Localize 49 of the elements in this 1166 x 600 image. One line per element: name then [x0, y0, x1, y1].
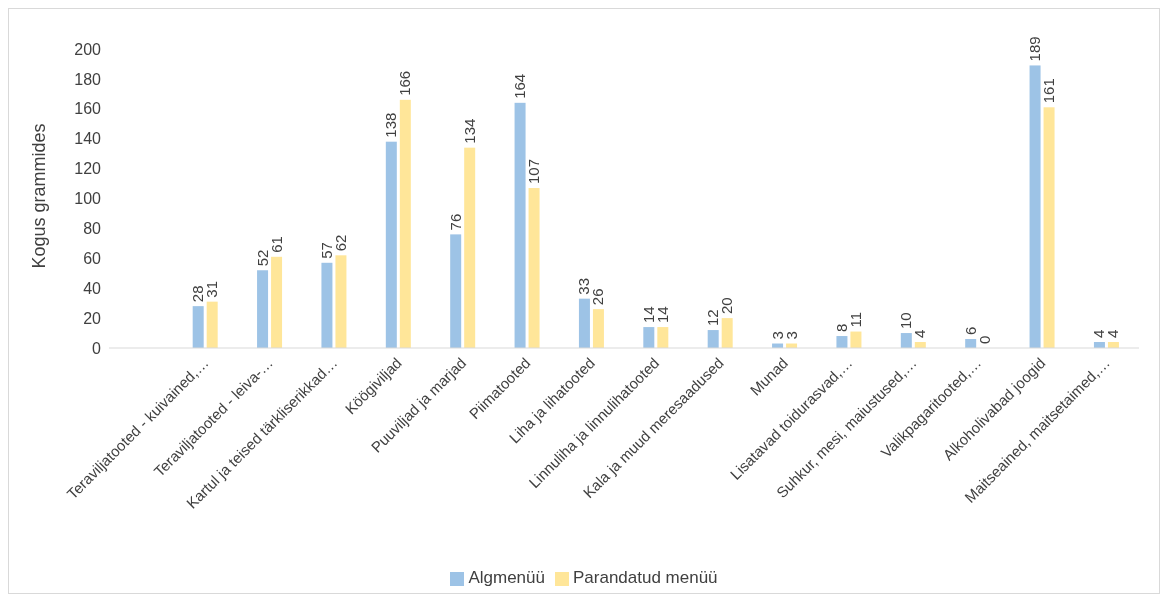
y-tick-label: 200	[74, 40, 102, 58]
bar	[657, 327, 669, 348]
data-label: 134	[460, 118, 478, 144]
y-tick-label: 20	[83, 309, 102, 327]
bar	[900, 333, 912, 348]
y-tick-label: 80	[83, 220, 102, 238]
data-label: 166	[396, 70, 414, 96]
bar	[385, 141, 397, 348]
bar	[206, 301, 218, 348]
y-tick-label: 160	[74, 100, 102, 118]
y-tick-label: 180	[74, 70, 102, 88]
data-label: 0	[975, 335, 993, 344]
data-label: 10	[897, 312, 915, 330]
bar	[192, 306, 204, 348]
y-tick-label: 100	[74, 190, 102, 208]
bar	[850, 331, 862, 348]
bar	[578, 298, 590, 348]
bar	[707, 330, 719, 348]
y-tick-label: 140	[74, 130, 102, 148]
data-label: 6	[961, 326, 979, 336]
data-label: 161	[1040, 78, 1058, 104]
bar	[321, 262, 333, 348]
bar	[399, 99, 411, 348]
data-label: 164	[511, 73, 529, 99]
bar	[257, 270, 269, 348]
y-tick-label: 60	[83, 249, 102, 267]
bar	[836, 336, 848, 348]
bar	[271, 256, 283, 348]
bar	[450, 234, 462, 348]
y-tick-label: 0	[92, 339, 102, 357]
bar	[592, 309, 604, 348]
y-tick-label: 40	[83, 279, 102, 297]
bar	[643, 327, 655, 348]
data-label: 4	[911, 329, 929, 339]
data-label: 107	[525, 159, 543, 185]
bar	[335, 255, 347, 348]
y-axis-title: Kogus grammides	[29, 123, 50, 269]
legend-label: Parandatud menüü	[572, 568, 718, 587]
y-tick-label: 120	[74, 160, 102, 178]
legend-label: Algmenüü	[468, 568, 545, 587]
bar	[514, 102, 526, 348]
bar	[464, 147, 476, 348]
bar	[721, 318, 733, 348]
data-label: 189	[1026, 36, 1044, 62]
data-label: 138	[382, 112, 400, 138]
bar	[1029, 65, 1041, 348]
data-label: 76	[446, 213, 464, 231]
bar	[1043, 107, 1055, 348]
bar	[528, 188, 540, 348]
